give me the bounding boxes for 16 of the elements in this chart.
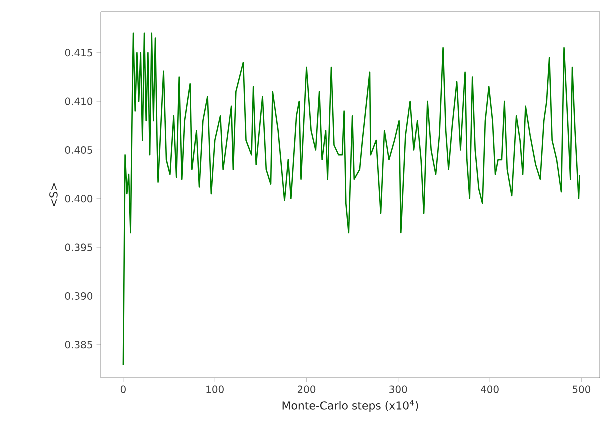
y-tick-label: 0.395 bbox=[65, 244, 92, 252]
line-series bbox=[122, 32, 580, 366]
x-tick-label: 0 bbox=[120, 386, 126, 394]
y-tick-label: 0.415 bbox=[65, 49, 92, 57]
y-axis-title: <S> bbox=[50, 184, 58, 207]
x-tick-label: 400 bbox=[481, 386, 499, 394]
y-tick-label: 0.400 bbox=[65, 195, 93, 203]
x-tick-label: 100 bbox=[206, 386, 224, 394]
y-tick-label: 0.405 bbox=[65, 146, 92, 154]
x-tick-label: 300 bbox=[390, 386, 408, 394]
y-tick-label: 0.410 bbox=[65, 98, 93, 106]
y-tick-label: 0.390 bbox=[65, 292, 93, 300]
x-tick-label: 200 bbox=[298, 386, 316, 394]
x-axis-title: Monte-Carlo steps (x10$^{4}$) bbox=[282, 400, 418, 412]
y-tick-label: 0.385 bbox=[65, 341, 92, 349]
x-tick-label: 500 bbox=[572, 386, 591, 394]
